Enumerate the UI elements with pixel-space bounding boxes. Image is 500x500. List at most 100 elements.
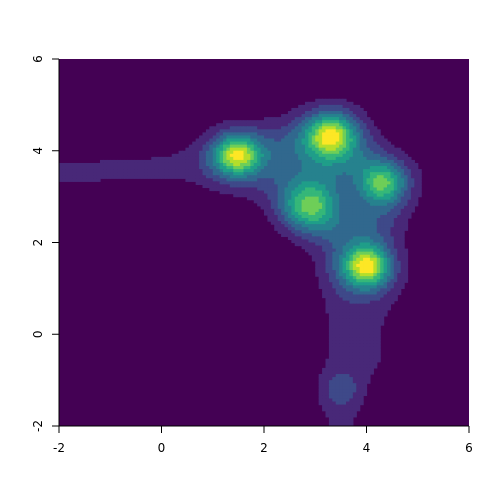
contour-cell [363,190,368,195]
contour-cell [390,248,395,253]
contour-cell [366,279,371,283]
contour-cell [294,123,299,127]
contour-cell [397,178,402,182]
contour-cell [346,150,351,155]
contour-cell [322,407,327,412]
contour-cell [294,159,299,164]
contour-cell [281,141,286,146]
contour-cell [322,398,327,403]
contour-cell [93,169,98,173]
contour-cell [274,153,279,158]
contour-cell [356,169,361,173]
contour-cell [305,153,310,158]
contour-cell [352,288,357,293]
contour-cell [281,162,286,167]
contour-cell [366,126,371,130]
contour-cell [332,395,337,400]
contour-cell [387,169,392,173]
contour-cell [65,166,70,170]
contour-cell [339,315,344,320]
contour-cell [380,138,385,143]
contour-cell [246,190,251,195]
contour-cell [356,196,361,201]
contour-cell [120,169,125,173]
contour-cell [284,135,289,140]
contour-cell [151,169,156,173]
contour-cell [349,306,354,311]
contour-cell [342,386,347,390]
contour-cell [199,181,204,185]
contour-cell [294,227,299,231]
contour-cell [158,172,163,176]
contour-cell [339,285,344,289]
contour-cell [373,211,378,216]
contour-cell [260,123,265,127]
contour-cell [332,337,337,341]
contour-cell [387,150,392,155]
contour-cell [369,260,374,265]
contour-cell [387,199,392,204]
contour-cell [387,242,392,247]
contour-cell [346,190,351,195]
contour-cell [246,156,251,161]
contour-cell [390,184,395,189]
contour-cell [240,190,245,195]
contour-cell [332,398,337,403]
contour-cell [281,211,286,216]
contour-cell [328,156,333,161]
contour-cell [339,364,344,369]
contour-cell [226,126,231,130]
contour-cell [363,300,368,305]
contour-cell [250,184,255,189]
contour-cell [291,205,296,210]
contour-cell [291,181,296,185]
contour-cell [397,150,402,155]
contour-cell [332,389,337,393]
contour-cell [366,227,371,231]
contour-cell [212,156,217,161]
contour-cell [216,126,221,130]
contour-cell [284,181,289,185]
contour-cell [342,150,347,155]
contour-cell [339,416,344,421]
contour-cell [243,166,248,170]
contour-cell [346,221,351,225]
contour-cell [352,218,357,222]
contour-cell [226,159,231,164]
contour-cell [96,175,101,179]
contour-cell [223,187,228,192]
contour-cell [284,187,289,192]
contour-cell [383,306,388,311]
contour-cell [281,208,286,213]
contour-cell [383,300,388,305]
contour-cell [359,288,364,293]
contour-cell [335,407,340,412]
contour-cell [383,162,388,167]
contour-cell [195,162,200,167]
contour-cell [363,221,368,225]
contour-cell [387,144,392,149]
contour-cell [352,169,357,173]
contour-cell [103,172,108,176]
contour-cell [281,147,286,152]
contour-cell [291,224,296,228]
contour-cell [298,211,303,216]
contour-cell [315,230,320,234]
contour-cell [359,193,364,198]
contour-cell [322,404,327,409]
contour-cell [346,334,351,338]
contour-cell [369,156,374,161]
contour-cell [387,245,392,250]
contour-cell [277,147,282,152]
contour-cell [349,138,354,143]
contour-cell [376,153,381,158]
contour-cell [243,172,248,176]
contour-cell [366,270,371,274]
contour-cell [264,202,269,207]
contour-cell [332,355,337,360]
contour-cell [346,117,351,121]
contour-cell [335,401,340,406]
contour-cell [240,147,245,152]
contour-cell [369,370,374,375]
contour-cell [373,181,378,185]
